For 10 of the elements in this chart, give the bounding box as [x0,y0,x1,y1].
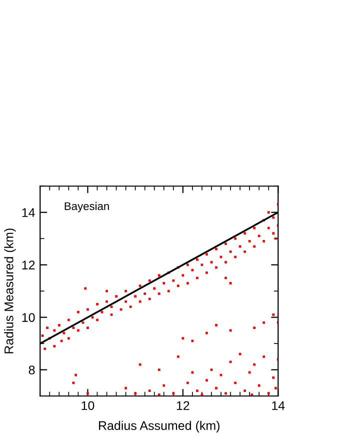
y-axis-title: Radius Measured (km) [4,228,16,354]
x-tick-label: 10 [82,401,94,410]
y-tick-label: 14 [22,208,35,217]
y-tick-label: 12 [22,260,35,270]
x-tick-label: 12 [176,401,190,410]
y-tick-label: 8 [28,366,35,374]
annotation: Bayesian [64,202,109,212]
y-tick-label: 10 [22,313,35,322]
x-tick-label: 14 [272,401,285,410]
x-axis-title: Radius Assumed (km) [99,420,220,432]
